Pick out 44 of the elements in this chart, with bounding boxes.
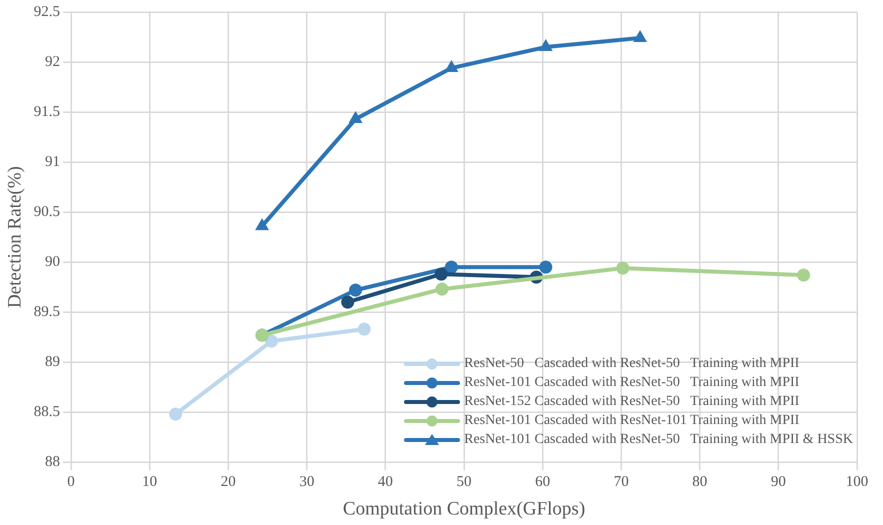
point [444,60,458,72]
legend-label: ResNet-101 Cascaded with ResNet-50 Training with MPII [464,374,800,392]
point [539,260,552,274]
point [264,334,278,348]
y-tick-label: 91.5 [34,104,60,120]
y-tick-label: 88 [45,454,60,470]
point [797,268,810,282]
y-tick-label: 89 [45,354,60,370]
legend-label: ResNet-101 Cascaded with ResNet-101 Training with MPII [464,412,800,430]
x-axis-title: Computation Complex(GFlops) [342,498,586,520]
point [434,268,448,281]
x-tick-label: 60 [535,474,550,490]
x-tick-label: 100 [846,474,868,490]
x-tick-label: 40 [378,474,393,490]
point [358,322,371,336]
point [341,296,354,309]
y-tick-label: 92 [45,54,60,70]
y-axis-title: Detection Rate(%) [4,166,26,308]
x-tick-label: 20 [220,474,236,490]
point [255,218,269,230]
point [633,30,648,42]
legend-label: ResNet-152 Cascaded with ResNet-50 Training with MPII [464,393,800,411]
point [169,408,182,421]
y-tick-label: 90 [45,254,60,270]
x-tick-label: 50 [456,474,472,490]
legend-label: ResNet-50 Cascaded with ResNet-50 Training with MPII [464,355,800,373]
y-tick-label: 90.5 [34,204,60,220]
y-tick-label: 92.5 [34,4,60,20]
point [616,262,630,275]
x-tick-label: 90 [770,474,786,490]
y-tick-label: 89.5 [34,304,60,320]
x-tick-label: 30 [299,474,314,490]
x-tick-label: 70 [614,474,629,490]
x-tick-label: 80 [692,474,708,490]
y-tick-label: 91 [45,154,60,170]
point [349,284,362,297]
legend-label: ResNet-101 Cascaded with ResNet-50 Training with MPII & HSSK [464,431,853,449]
x-tick-label: 10 [142,474,158,490]
x-tick-label: 0 [67,474,75,490]
point [436,282,449,296]
point [348,111,362,124]
point [444,260,458,274]
point [538,39,553,52]
y-tick-label: 88.5 [34,404,60,420]
